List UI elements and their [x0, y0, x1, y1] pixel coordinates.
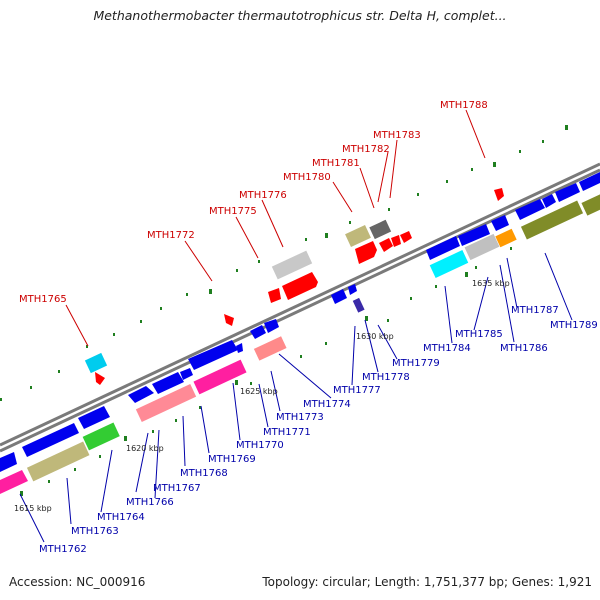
gene-box	[135, 383, 197, 423]
gene-arrow	[579, 172, 600, 191]
genes-bottom[interactable]	[0, 172, 600, 494]
gene-arrow	[264, 319, 279, 333]
gene-box	[581, 190, 600, 216]
gene-box	[352, 297, 365, 313]
gene-arrow	[379, 238, 393, 252]
gene-label-mth1764: MTH1764	[97, 512, 145, 523]
gene-arrow	[458, 224, 490, 246]
gene-box	[271, 250, 313, 280]
tick-label: 1630 kbp	[356, 332, 394, 341]
gene-label-mth1784: MTH1784	[423, 343, 471, 354]
gene-label-mth1776: MTH1776	[239, 190, 287, 201]
genes-top[interactable]	[84, 188, 504, 385]
tick-label: 1620 kbp	[126, 444, 164, 453]
gene-label-mth1774: MTH1774	[303, 399, 351, 410]
accession-label: Accession: NC_000916	[9, 575, 146, 589]
gene-arrow	[391, 235, 401, 247]
gene-arrow	[331, 289, 347, 304]
gene-box	[345, 225, 371, 247]
gene-label-mth1768: MTH1768	[180, 468, 228, 479]
gene-label-mth1769: MTH1769	[208, 454, 256, 465]
gene-box	[26, 441, 90, 482]
gene-label-mth1777: MTH1777	[333, 385, 381, 396]
gene-label-mth1770: MTH1770	[236, 440, 284, 451]
tick-label: 1625 kbp	[240, 387, 278, 396]
gene-arrow	[491, 215, 509, 231]
gene-arrow	[180, 368, 193, 380]
map-title: Methanothermobacter thermautotrophicus s…	[93, 8, 507, 23]
gene-label-mth1778: MTH1778	[362, 372, 410, 383]
gene-arrow	[95, 372, 105, 385]
gene-label-mth1785: MTH1785	[455, 329, 503, 340]
gene-arrow	[78, 406, 110, 429]
gene-label-mth1781: MTH1781	[312, 158, 360, 169]
kbp-ticks: 1615 kbp 1620 kbp 1625 kbp 1630 kbp 1635…	[14, 279, 510, 513]
gene-label-mth1773: MTH1773	[276, 412, 324, 423]
gene-label-mth1787: MTH1787	[511, 305, 559, 316]
gene-arrow	[355, 241, 377, 264]
gene-label-mth1788: MTH1788	[440, 100, 488, 111]
gene-label-mth1765: MTH1765	[19, 294, 67, 305]
guide-dots-top	[0, 125, 568, 401]
gene-label-mth1782: MTH1782	[342, 144, 390, 155]
gene-arrow	[152, 372, 184, 394]
gene-box	[520, 200, 584, 240]
gene-box	[464, 233, 500, 261]
gene-label-mth1780: MTH1780	[283, 172, 331, 183]
gene-arrow	[188, 340, 238, 370]
gene-arrow	[268, 288, 281, 303]
gene-arrow	[0, 452, 17, 472]
gene-arrow	[400, 231, 412, 243]
tick-label: 1635 kbp	[472, 279, 510, 288]
gene-box	[193, 359, 247, 395]
gene-arrow	[224, 314, 234, 326]
gene-label-mth1775: MTH1775	[209, 206, 257, 217]
gene-box	[495, 228, 517, 248]
gene-label-mth1762: MTH1762	[39, 544, 87, 555]
gene-label-mth1771: MTH1771	[263, 427, 311, 438]
gene-label-mth1767: MTH1767	[153, 483, 201, 494]
gene-box	[253, 336, 287, 361]
gene-label-mth1786: MTH1786	[500, 343, 548, 354]
gene-arrow	[22, 423, 79, 457]
genome-summary: Topology: circular; Length: 1,751,377 bp…	[262, 575, 592, 589]
gene-box	[84, 352, 108, 374]
gene-label-mth1763: MTH1763	[71, 526, 119, 537]
gene-arrow	[494, 188, 504, 201]
gene-arrow	[555, 183, 580, 202]
gene-arrow	[348, 284, 357, 295]
gene-box	[369, 219, 392, 240]
gene-box	[429, 250, 469, 278]
genome-backbone	[0, 162, 600, 453]
callouts-top	[65, 109, 486, 347]
gene-arrow	[128, 386, 154, 403]
gene-arrow	[426, 236, 460, 260]
gene-label-mth1772: MTH1772	[147, 230, 195, 241]
tick-label: 1615 kbp	[14, 504, 52, 513]
gene-arrow	[282, 272, 318, 300]
gene-arrow	[515, 199, 545, 220]
gene-label-mth1779: MTH1779	[392, 358, 440, 369]
gene-labels-bottom[interactable]: MTH1762 MTH1763 MTH1764 MTH1766 MTH1767 …	[39, 305, 598, 555]
callouts-bottom	[19, 252, 573, 543]
gene-arrow	[236, 343, 243, 353]
gene-box	[82, 422, 120, 451]
gene-arrow	[542, 194, 556, 208]
gene-label-mth1783: MTH1783	[373, 130, 421, 141]
gene-labels-top[interactable]: MTH1765 MTH1772 MTH1775 MTH1776 MTH1780 …	[19, 100, 488, 305]
guide-dots-bottom	[20, 247, 512, 496]
gene-label-mth1789: MTH1789	[550, 320, 598, 331]
gene-arrow	[250, 325, 266, 339]
gene-label-mth1766: MTH1766	[126, 497, 174, 508]
gene-arrow	[0, 470, 28, 494]
